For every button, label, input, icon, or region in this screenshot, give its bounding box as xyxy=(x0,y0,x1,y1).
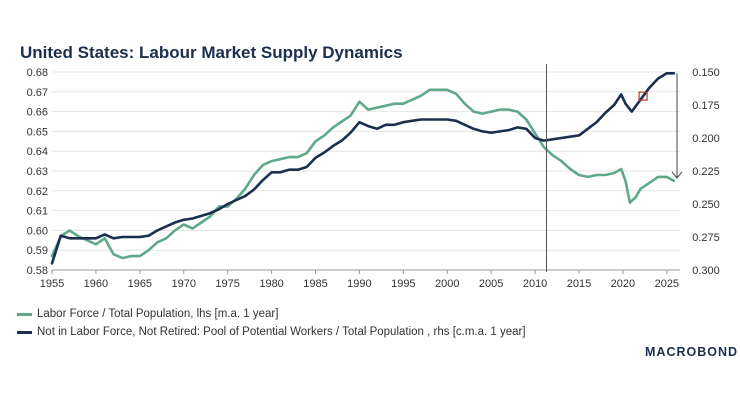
annotation-arrow-head xyxy=(671,171,683,179)
x-tick-label: 1980 xyxy=(259,278,283,290)
legend-swatch-green xyxy=(17,312,32,316)
x-tick-label: 2025 xyxy=(655,278,679,290)
left-tick-label: 0.66 xyxy=(27,107,48,119)
legend-label-not-in-labor-force: Not in Labor Force, Not Retired: Pool of… xyxy=(37,326,526,338)
legend-item-not-in-labor-force: Not in Labor Force, Not Retired: Pool of… xyxy=(17,326,526,338)
x-tick-label: 1990 xyxy=(347,278,371,290)
x-tick-label: 2010 xyxy=(523,278,547,290)
left-tick-label: 0.58 xyxy=(27,265,48,277)
right-tick-label: 0.150 xyxy=(692,67,720,79)
legend-swatch-navy xyxy=(17,330,32,334)
series-line-labor-force xyxy=(50,88,676,260)
left-tick-label: 0.62 xyxy=(27,186,48,198)
right-tick-label: 0.250 xyxy=(692,199,720,211)
right-tick-label: 0.200 xyxy=(692,133,720,145)
x-tick-label: 1985 xyxy=(303,278,327,290)
x-tick-label: 2015 xyxy=(567,278,591,290)
x-tick-label: 1965 xyxy=(128,278,152,290)
legend-item-labor-force: Labor Force / Total Population, lhs [m.a… xyxy=(17,308,278,320)
series-line-not-in-labor-force xyxy=(50,72,676,265)
axes: 0.68 0.67 0.66 0.65 0.64 0.63 0.62 0.61 0.60 0.59… xyxy=(27,67,720,290)
x-tick-label: 1955 xyxy=(40,278,64,290)
right-tick-label: 0.300 xyxy=(692,265,720,277)
left-tick-label: 0.59 xyxy=(27,245,48,257)
series-layer xyxy=(50,72,676,265)
left-tick-label: 0.63 xyxy=(27,166,48,178)
x-tick-label: 1960 xyxy=(84,278,108,290)
chart-title: United States: Labour Market Supply Dyna… xyxy=(20,43,403,62)
left-tick-label: 0.68 xyxy=(27,67,48,79)
legend-label-labor-force: Labor Force / Total Population, lhs [m.a… xyxy=(37,308,279,320)
chart-card xyxy=(11,33,733,367)
x-tick-label: 2000 xyxy=(435,278,459,290)
right-tick-label: 0.175 xyxy=(692,100,720,112)
macrobond-logo: MACROBOND xyxy=(645,345,739,359)
annotation-marker xyxy=(638,91,648,101)
x-tick-label: 2005 xyxy=(479,278,503,290)
right-tick-label: 0.275 xyxy=(692,232,720,244)
x-tick-label: 1975 xyxy=(215,278,239,290)
x-tick-label: 2020 xyxy=(611,278,635,290)
left-tick-label: 0.67 xyxy=(27,87,48,99)
x-tick-label: 1995 xyxy=(391,278,415,290)
right-tick-label: 0.225 xyxy=(692,166,720,178)
left-tick-label: 0.64 xyxy=(27,146,48,158)
annotations xyxy=(545,64,683,272)
grid-lines xyxy=(52,71,680,271)
left-tick-label: 0.60 xyxy=(27,225,48,237)
left-tick-label: 0.65 xyxy=(27,126,48,138)
x-tick-label: 1970 xyxy=(172,278,196,290)
left-tick-label: 0.61 xyxy=(27,206,48,218)
